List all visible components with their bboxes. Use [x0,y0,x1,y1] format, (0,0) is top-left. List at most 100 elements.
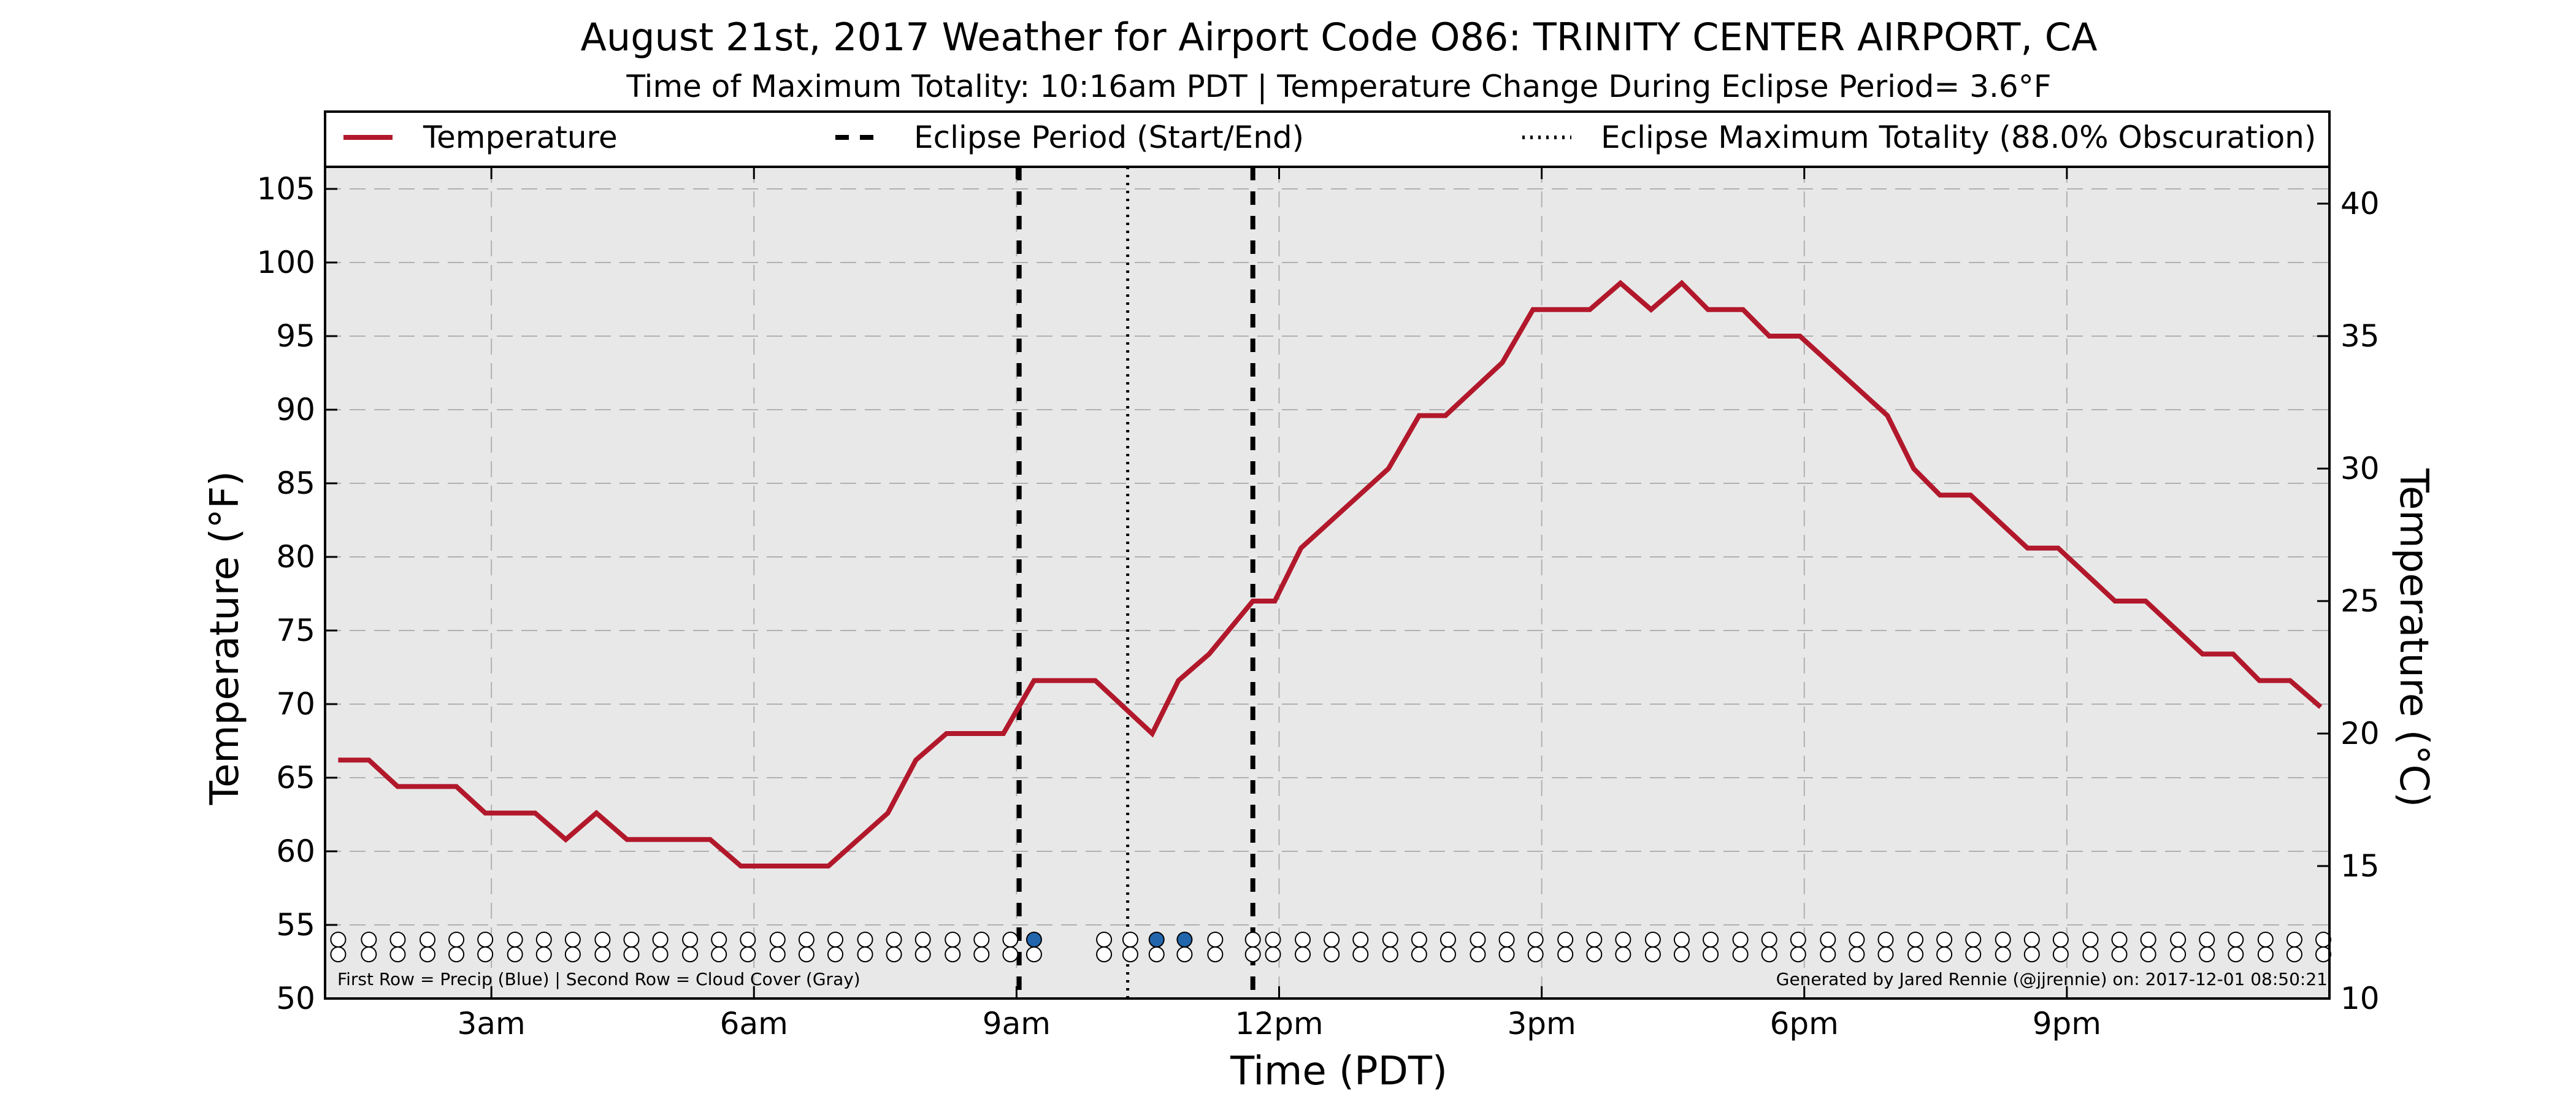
cloud-cover-marker [1907,946,1923,962]
precip-empty-marker [1732,932,1749,948]
cloud-cover-marker [2023,946,2040,962]
cloud-cover-marker [361,946,377,962]
precip-empty-marker [857,932,873,948]
precip-empty-marker [769,932,786,948]
cloud-cover-marker [2286,946,2302,962]
precip-empty-marker [1439,932,1456,948]
precip-empty-marker [361,932,377,948]
precip-empty-marker [1352,932,1369,948]
cloud-cover-marker [623,946,640,962]
precip-empty-marker [477,932,494,948]
cloud-cover-marker [448,946,465,962]
y-tick-label: 65 [276,760,315,795]
precip-empty-marker [1615,932,1631,948]
precip-empty-marker [2082,932,2099,948]
y2-tick-label: 10 [2340,981,2380,1016]
precip-empty-marker [1965,932,1982,948]
cloud-cover-marker [1557,946,1574,962]
cloud-cover-marker [1761,946,1777,962]
precip-empty-marker [564,932,581,948]
cloud-cover-marker [2257,946,2274,962]
plot-background [325,167,2329,999]
precip-empty-marker [973,932,990,948]
legend-max-totality-label: Eclipse Maximum Totality (88.0% Obscurat… [1601,120,2316,155]
y2-tick-label: 20 [2340,716,2380,751]
precip-empty-marker [2257,932,2274,948]
y2-tick-label: 15 [2340,848,2380,884]
cloud-cover-marker [2082,946,2099,962]
precip-empty-marker [330,932,347,948]
plot-area: 3am 6am 9am 12pm 3pm 6pm 9pm 50 55 60 65 70 75 80 85 90… [257,166,2380,1041]
y2-tick-label: 40 [2340,186,2380,221]
cloud-cover-marker [2052,946,2069,962]
precip-empty-marker [886,932,902,948]
precip-marker [1148,932,1165,948]
cloud-cover-marker [1382,946,1398,962]
precip-empty-marker [389,932,406,948]
precip-empty-marker [1244,932,1261,948]
precip-empty-marker [1207,932,1224,948]
cloud-cover-marker [2111,946,2128,962]
precip-empty-marker [1324,932,1340,948]
cloud-cover-marker [2170,946,2187,962]
precip-empty-marker [2140,932,2156,948]
legend-temperature-label: Temperature [423,120,618,155]
x-tick-label: 12pm [1235,1006,1323,1041]
precip-empty-marker [1790,932,1806,948]
cloud-cover-marker [1411,946,1427,962]
precip-empty-marker [1820,932,1836,948]
cloud-cover-marker [1820,946,1836,962]
cloud-cover-marker [1295,946,1311,962]
precip-empty-marker [1907,932,1923,948]
cloud-cover-marker [711,946,727,962]
cloud-cover-marker [1244,946,1261,962]
cloud-cover-marker [2140,946,2156,962]
x-tick-label: 9am [983,1006,1051,1041]
precip-empty-marker [1849,932,1865,948]
cloud-cover-marker [1790,946,1806,962]
cloud-cover-marker [973,946,990,962]
cloud-cover-marker [1122,946,1138,962]
precip-empty-marker [1761,932,1777,948]
y2-tick-label: 25 [2340,583,2380,619]
precip-empty-marker [448,932,465,948]
cloud-cover-marker [1615,946,1631,962]
y-tick-label: 55 [276,907,315,943]
cloud-cover-marker [769,946,786,962]
chart-title: August 21st, 2017 Weather for Airport Co… [580,15,2097,59]
x-tick-label: 3am [458,1006,526,1041]
precip-empty-marker [2170,932,2187,948]
precip-empty-marker [1096,932,1113,948]
y2-tick-label: 30 [2340,451,2380,486]
x-axis-title: Time (PDT) [1230,1049,1447,1094]
precip-empty-marker [1498,932,1515,948]
cloud-cover-marker [1207,946,1224,962]
y-tick-label: 60 [276,834,315,869]
y-tick-label: 70 [276,686,315,722]
precip-empty-marker [1295,932,1311,948]
cloud-cover-marker [477,946,494,962]
cloud-cover-marker [945,946,961,962]
precip-empty-marker [1936,932,1953,948]
precip-empty-marker [2286,932,2302,948]
chart-subtitle: Time of Maximum Totality: 10:16am PDT | … [626,69,2052,104]
precip-empty-marker [1470,932,1486,948]
legend-eclipse-period-label: Eclipse Period (Start/End) [914,120,1304,155]
y-tick-label: 100 [257,245,315,280]
y2-tick-label: 35 [2340,318,2380,354]
precip-empty-marker [1586,932,1603,948]
temperature-line [338,280,2323,868]
y2-axis-title: Temperature (°C) [2391,468,2436,807]
cloud-cover-marker [886,946,902,962]
legend: Temperature Eclipse Period (Start/End) E… [324,110,2331,168]
precip-empty-marker [1527,932,1544,948]
cloud-cover-marker [389,946,406,962]
cloud-cover-marker [740,946,756,962]
x-tick-label: 6am [720,1006,788,1041]
precip-empty-marker [1122,932,1138,948]
cloud-cover-marker [682,946,699,962]
precip-empty-marker [2199,932,2215,948]
cloud-cover-marker [652,946,669,962]
precip-empty-marker [623,932,640,948]
precip-empty-marker [1411,932,1427,948]
